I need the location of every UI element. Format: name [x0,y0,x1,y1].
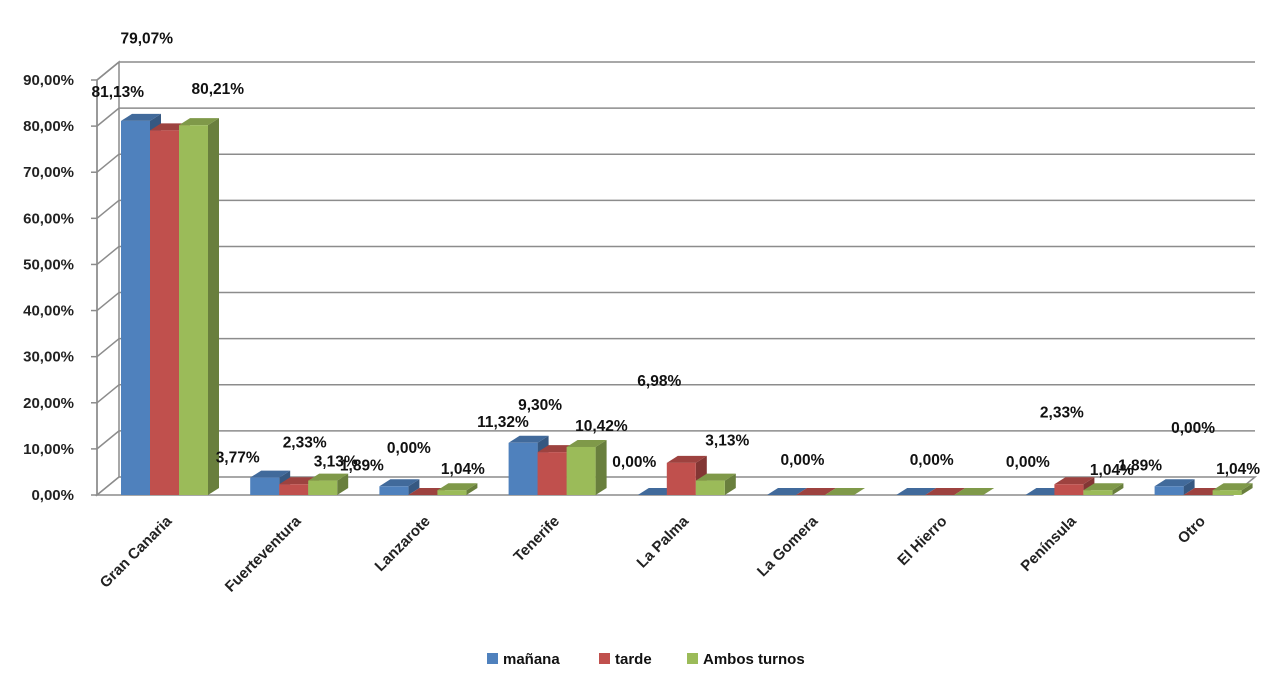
legend-item: Ambos turnos [687,651,805,668]
x-tick-label: Gran Canaria [97,512,176,591]
data-label: 1,89% [340,457,384,474]
y-tick-label: 40,00% [23,303,74,320]
gridline-side [96,384,120,404]
x-tick-label: Fuerteventura [222,512,305,595]
data-label: 0,00% [781,452,825,469]
bar [1212,483,1253,495]
x-tick-label: Otro [1175,513,1209,547]
data-label: 0,00% [1171,420,1215,437]
data-label: 2,33% [1040,404,1084,421]
data-label: 9,30% [518,397,562,414]
data-label: 1,04% [1090,462,1134,479]
bar [896,488,937,495]
data-label: 1,89% [1118,457,1162,474]
y-tick-label: 60,00% [23,210,74,227]
bar [1154,479,1195,495]
bar [695,473,736,495]
x-tick-label: La Gomera [754,512,822,580]
y-tick-label: 90,00% [23,72,74,89]
data-label: 3,13% [705,433,749,450]
gridline-side [96,245,120,266]
y-tick-label: 20,00% [23,395,74,412]
data-label: 10,42% [575,418,628,435]
x-tick-label: Tenerife [510,513,563,566]
gridline-side [96,199,120,219]
bar [1083,483,1124,495]
x-tick-label: El Hierro [894,513,950,569]
data-label: 0,00% [612,454,656,471]
data-label: 0,00% [910,452,954,469]
gridline-side [96,338,120,358]
data-label: 11,32% [477,414,529,431]
data-label: 79,07% [121,30,174,47]
data-label: 81,13% [92,84,145,101]
data-label: 0,00% [387,440,431,457]
bar [379,479,420,495]
data-label: 3,77% [216,450,260,467]
gridline-side [96,61,120,81]
data-label: 1,04% [441,461,485,478]
data-label: 3,13% [314,454,358,471]
y-tick-label: 30,00% [23,349,74,366]
data-label: 80,21% [192,81,245,98]
bar [925,488,966,495]
legend-label: tarde [615,651,652,668]
legend-label: Ambos turnos [703,651,805,668]
legend-swatch [487,653,498,664]
bar [825,488,865,495]
bar [796,488,836,495]
bar [767,488,807,495]
y-tick-label: 50,00% [23,256,74,273]
x-tick-label: La Palma [634,512,693,571]
legend-label: mañana [503,651,560,668]
y-tick-label: 80,00% [23,118,74,135]
data-label: 6,98% [637,373,681,390]
gridline-side [96,291,120,312]
gridline-side [96,107,120,127]
y-tick-label: 0,00% [31,487,74,504]
y-tick-label: 10,00% [23,441,74,458]
bar [308,473,349,495]
legend-swatch [687,653,698,664]
bar [437,483,478,495]
legend-item: mañana [487,651,560,668]
legend-item: tarde [599,651,652,668]
bar [954,488,995,495]
side-wall [96,60,120,497]
data-label: 2,33% [283,434,327,451]
bar [566,439,607,495]
y-tick-label: 70,00% [23,164,74,181]
x-tick-label: Lanzarote [372,513,434,575]
legend-swatch [599,653,610,664]
x-tick-label: Península [1018,512,1081,575]
data-label: 0,00% [1006,454,1050,471]
gridline-side [96,430,120,450]
data-label: 1,04% [1216,461,1260,478]
bar [179,118,219,496]
gridline-side [96,153,120,173]
